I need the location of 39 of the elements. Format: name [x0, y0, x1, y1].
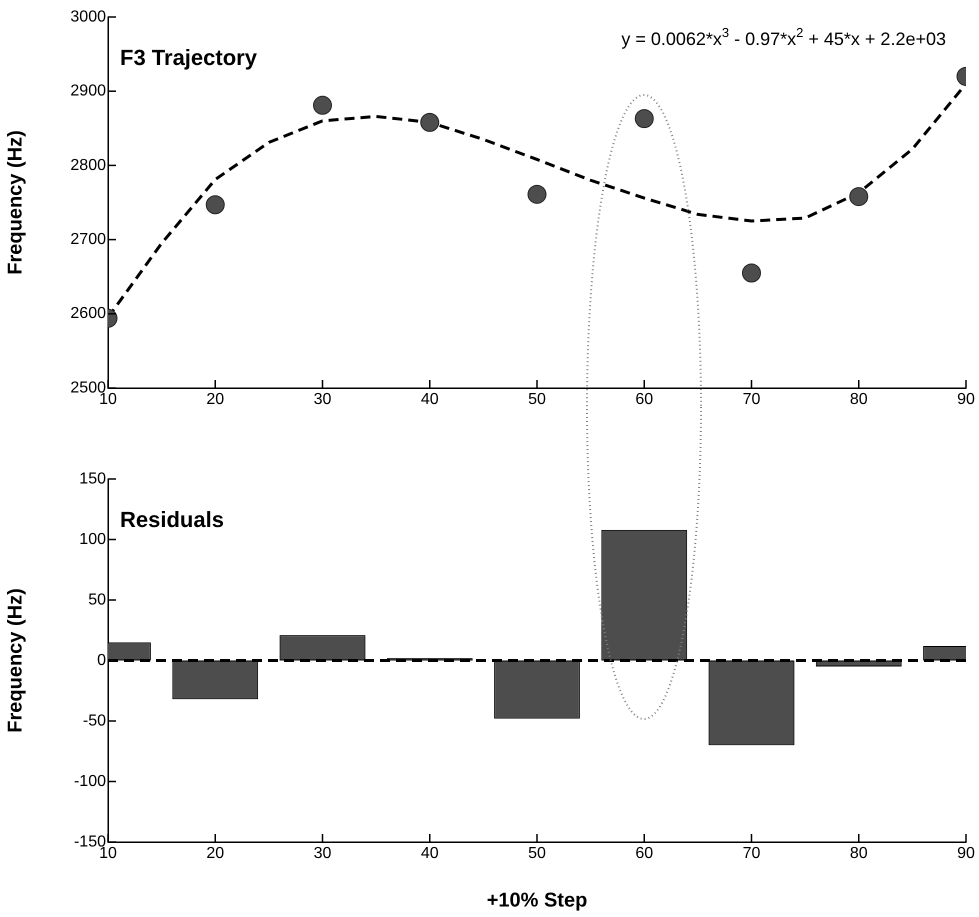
x-axis-title: +10% Step	[486, 890, 588, 912]
x-tick-label: 30	[314, 391, 332, 408]
text: Residuals	[120, 507, 224, 532]
x-tick-label: 60	[635, 845, 654, 862]
x-tick-label: 20	[206, 845, 224, 862]
y-tick-label: -50	[82, 712, 106, 730]
y-tick-label: 2700	[70, 231, 106, 248]
y-axis-title: Frequency (Hz)	[4, 130, 27, 275]
y-tick-label: 0	[97, 652, 106, 669]
y-tick-label: 50	[88, 591, 106, 608]
x-tick-label: 50	[528, 845, 546, 862]
point	[420, 112, 440, 132]
y-tick-label: 2900	[70, 82, 106, 100]
y-tick-label: 100	[79, 530, 106, 548]
point	[634, 109, 654, 128]
x-tick-label: 30	[314, 845, 332, 862]
point	[528, 184, 546, 204]
x-tick-label: 60	[635, 391, 654, 408]
point	[849, 187, 868, 206]
x-tick-label: 90	[957, 845, 975, 862]
point	[742, 263, 761, 282]
y-tick-label: 150	[79, 470, 106, 488]
y-tick-label: 3000	[70, 8, 106, 26]
x-tick-label: 40	[420, 845, 439, 862]
point	[206, 195, 225, 214]
x-tick-label: 90	[957, 391, 975, 408]
point	[313, 96, 332, 115]
x-tick-label: 70	[742, 845, 760, 862]
x-tick-label: 20	[206, 391, 224, 408]
x-tick-label: 70	[742, 391, 760, 408]
x-tick-label: 50	[528, 391, 546, 408]
text: F3 Trajectory	[120, 45, 258, 70]
x-tick-label: 40	[420, 391, 439, 408]
x-tick-label: 80	[850, 845, 868, 862]
y-tick-label: 2600	[70, 305, 106, 322]
y-tick-label: 2800	[70, 156, 106, 174]
y-tick-label: -100	[74, 772, 106, 790]
x-tick-label: 80	[850, 391, 868, 408]
y-axis-title: Frequency (Hz)	[4, 588, 27, 733]
